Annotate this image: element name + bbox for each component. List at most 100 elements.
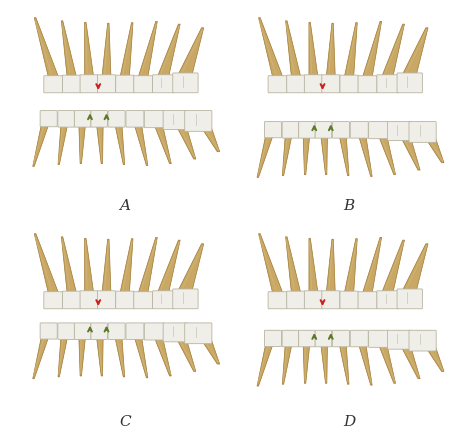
FancyBboxPatch shape [80,75,98,93]
FancyBboxPatch shape [163,323,188,342]
FancyBboxPatch shape [268,292,287,309]
FancyBboxPatch shape [299,330,315,347]
Polygon shape [169,324,196,372]
Polygon shape [112,111,125,165]
Polygon shape [78,324,87,376]
FancyBboxPatch shape [340,75,358,93]
Polygon shape [309,22,318,76]
Polygon shape [179,28,204,74]
FancyBboxPatch shape [332,121,349,138]
FancyBboxPatch shape [282,330,299,347]
Polygon shape [102,23,111,76]
FancyBboxPatch shape [299,121,315,138]
Polygon shape [283,122,295,175]
Polygon shape [102,239,111,292]
FancyBboxPatch shape [74,111,91,127]
Polygon shape [257,331,278,386]
Polygon shape [337,122,349,175]
FancyBboxPatch shape [287,291,305,309]
Polygon shape [78,111,87,164]
FancyBboxPatch shape [369,330,388,347]
FancyBboxPatch shape [332,330,349,347]
Polygon shape [85,22,93,76]
Polygon shape [355,122,372,177]
FancyBboxPatch shape [126,111,144,127]
Polygon shape [363,237,382,292]
FancyBboxPatch shape [116,291,134,309]
FancyBboxPatch shape [264,330,282,346]
Polygon shape [33,111,53,166]
Polygon shape [158,240,180,292]
Polygon shape [138,21,157,76]
Polygon shape [58,111,70,165]
FancyBboxPatch shape [397,73,422,93]
FancyBboxPatch shape [91,111,108,127]
Polygon shape [327,239,335,292]
FancyBboxPatch shape [322,75,340,93]
FancyBboxPatch shape [358,292,377,309]
Polygon shape [373,331,395,383]
FancyBboxPatch shape [63,291,81,309]
FancyBboxPatch shape [134,76,153,93]
Polygon shape [61,21,76,76]
FancyBboxPatch shape [304,75,322,93]
FancyBboxPatch shape [409,121,436,143]
FancyBboxPatch shape [340,291,358,309]
FancyBboxPatch shape [163,111,188,130]
Polygon shape [327,23,335,76]
Polygon shape [61,237,76,292]
Polygon shape [286,237,301,292]
FancyBboxPatch shape [108,111,125,127]
FancyBboxPatch shape [153,75,174,93]
Polygon shape [191,324,219,364]
FancyBboxPatch shape [153,291,174,309]
Polygon shape [95,111,103,164]
FancyBboxPatch shape [98,291,116,309]
FancyBboxPatch shape [144,111,164,128]
Polygon shape [149,324,171,376]
Polygon shape [337,331,349,384]
FancyBboxPatch shape [315,330,332,347]
FancyBboxPatch shape [350,121,368,138]
FancyBboxPatch shape [185,111,212,131]
FancyBboxPatch shape [40,111,57,127]
FancyBboxPatch shape [387,121,412,140]
FancyBboxPatch shape [387,330,412,349]
FancyBboxPatch shape [282,121,299,138]
FancyBboxPatch shape [40,323,57,339]
Polygon shape [319,331,328,383]
FancyBboxPatch shape [185,323,212,344]
Polygon shape [259,234,283,292]
FancyBboxPatch shape [74,323,91,340]
FancyBboxPatch shape [108,323,125,340]
FancyBboxPatch shape [409,330,436,351]
FancyBboxPatch shape [173,289,198,309]
FancyBboxPatch shape [377,75,399,93]
FancyBboxPatch shape [358,76,377,93]
FancyBboxPatch shape [173,73,198,93]
Polygon shape [303,122,311,175]
FancyBboxPatch shape [80,291,98,309]
Polygon shape [345,238,357,292]
Polygon shape [95,324,103,376]
Polygon shape [33,324,53,379]
FancyBboxPatch shape [287,75,305,93]
FancyBboxPatch shape [322,291,340,309]
Polygon shape [345,22,357,76]
Polygon shape [130,111,148,165]
FancyBboxPatch shape [397,289,422,309]
FancyBboxPatch shape [126,323,144,340]
Polygon shape [149,111,171,164]
Polygon shape [393,331,420,379]
FancyBboxPatch shape [304,291,322,309]
FancyBboxPatch shape [134,292,153,309]
FancyBboxPatch shape [369,121,388,139]
Polygon shape [382,240,404,292]
FancyBboxPatch shape [315,121,332,138]
FancyBboxPatch shape [144,323,164,340]
Polygon shape [259,18,283,76]
FancyBboxPatch shape [58,111,74,127]
Polygon shape [179,244,204,290]
Polygon shape [373,122,395,175]
FancyBboxPatch shape [116,75,134,93]
